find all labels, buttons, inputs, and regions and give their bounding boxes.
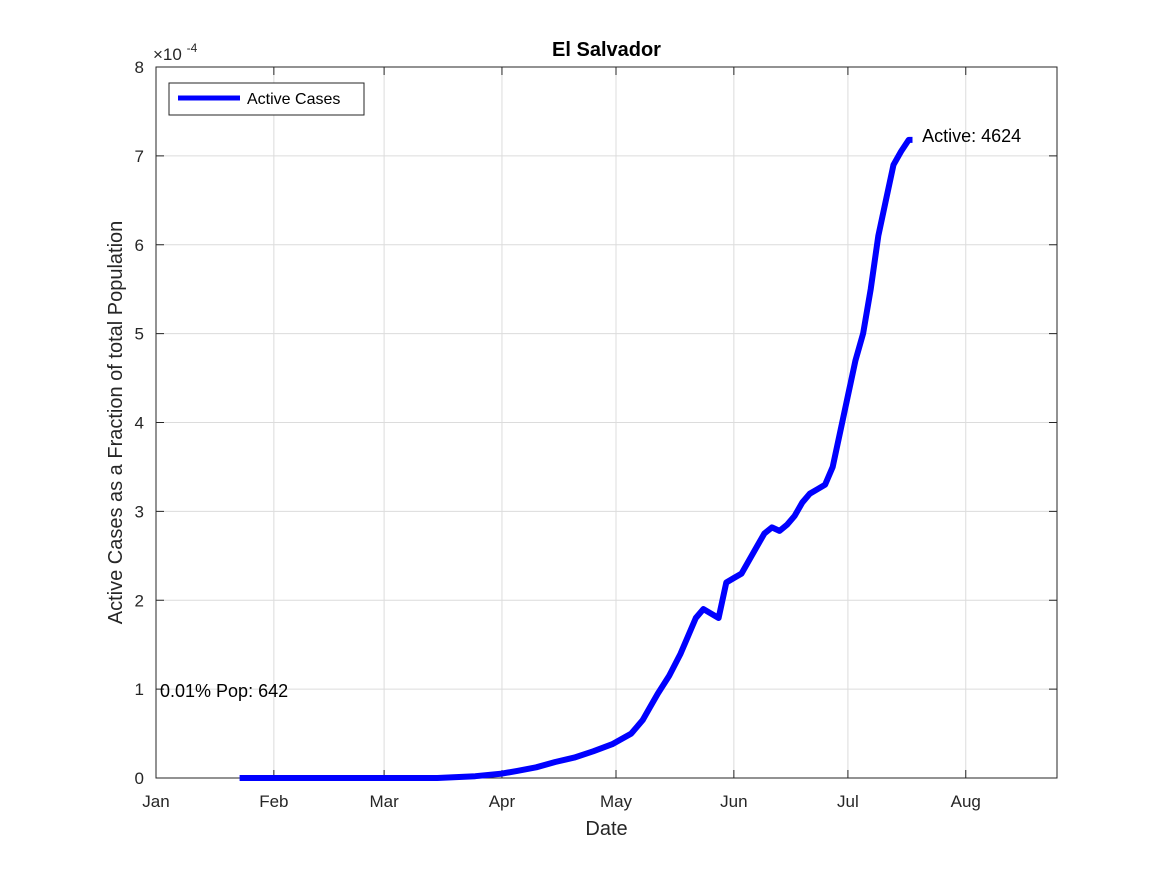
y-tick-label: 0 (135, 769, 144, 788)
y-tick-label: 1 (135, 680, 144, 699)
y-exponent-label: ×10 -4 (153, 41, 198, 64)
y-exponent-base: ×10 (153, 45, 182, 64)
series-line-active-cases (239, 136, 913, 781)
x-tick-label: Feb (259, 792, 288, 811)
y-tick-label: 5 (135, 325, 144, 344)
tick-marks (155, 66, 1057, 779)
x-axis-label: Date (585, 818, 627, 840)
annotation-population-threshold: 0.01% Pop: 642 (160, 681, 288, 701)
x-tick-label: Jan (142, 792, 169, 811)
x-tick-labels: Jan Feb Mar Apr May Jun Jul Aug (142, 792, 981, 811)
y-tick-label: 8 (135, 58, 144, 77)
chart-title: El Salvador (552, 39, 661, 61)
y-tick-label: 4 (135, 414, 144, 433)
x-tick-label: Aug (951, 792, 981, 811)
y-tick-label: 2 (135, 591, 144, 610)
y-axis-label: Active Cases as a Fraction of total Popu… (105, 221, 127, 625)
x-tick-label: Jul (837, 792, 859, 811)
x-tick-label: Mar (369, 792, 399, 811)
y-exponent-power: -4 (187, 41, 198, 55)
series-group (239, 136, 913, 781)
annotations: Active: 4624 0.01% Pop: 642 (160, 126, 1021, 701)
y-tick-label: 6 (135, 236, 144, 255)
y-tick-label: 7 (135, 147, 144, 166)
x-tick-label: May (600, 792, 633, 811)
y-tick-labels: 0 1 2 3 4 5 6 7 8 (135, 58, 144, 788)
legend-label-active-cases: Active Cases (247, 91, 340, 108)
x-tick-label: Apr (489, 792, 516, 811)
legend: Active Cases (168, 82, 365, 116)
annotation-active-count: Active: 4624 (922, 126, 1021, 146)
x-tick-label: Jun (720, 792, 747, 811)
y-tick-label: 3 (135, 502, 144, 521)
